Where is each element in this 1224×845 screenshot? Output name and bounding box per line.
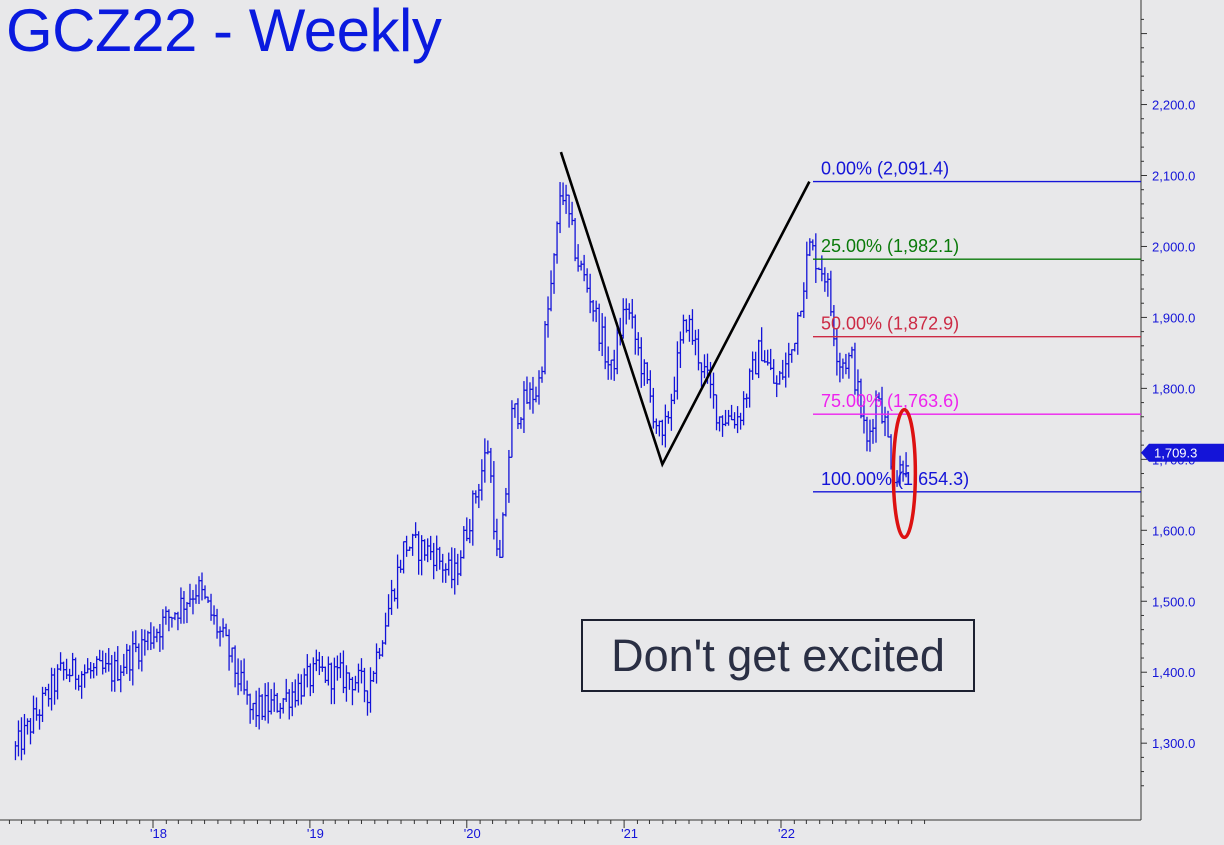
x-tick-label: '22 (778, 826, 795, 841)
last-price-badge (1141, 443, 1224, 462)
y-tick-label: 1,300.0 (1152, 736, 1195, 751)
ohlc-bar (664, 404, 669, 448)
last-price-label: 1,709.3 (1154, 446, 1197, 461)
ohlc-bar (508, 449, 512, 503)
chart-title: GCZ22 - Weekly (6, 0, 442, 64)
ohlc-bars (14, 182, 910, 761)
y-tick-label: 1,400.0 (1152, 665, 1195, 680)
fib-level-label: 50.00% (1,872.9) (821, 314, 959, 334)
ohlc-bar (797, 312, 801, 355)
highlight-ellipse (891, 407, 918, 540)
abc-pattern-line (559, 151, 811, 468)
fib-level-label: 0.00% (2,091.4) (821, 159, 949, 179)
x-tick-label: '19 (307, 826, 324, 841)
y-tick-label: 2,000.0 (1152, 239, 1195, 254)
abc-pattern-lines (559, 151, 811, 468)
ohlc-bar (905, 452, 910, 478)
fib-level-label: 75.00% (1,763.6) (821, 391, 959, 411)
y-tick-label: 1,500.0 (1152, 594, 1195, 609)
ohlc-bar (815, 233, 819, 283)
annotation-box: Don't get excited (581, 619, 975, 692)
x-tick-label: '20 (464, 826, 481, 841)
y-tick-label: 1,600.0 (1152, 523, 1195, 538)
last-price-tag: 1,709.3 (1141, 443, 1224, 462)
y-tick-label: 2,100.0 (1152, 169, 1195, 184)
ohlc-bar (502, 512, 506, 558)
y-tick-label: 1,800.0 (1152, 381, 1195, 396)
ohlc-bar (405, 535, 410, 557)
y-tick-label: 1,900.0 (1152, 310, 1195, 325)
fibonacci-levels: 0.00% (2,091.4) 25.00% (1,982.1) 50.00% (1… (813, 159, 1141, 493)
axes: 1,300.01,400.01,500.01,600.01,700.01,800… (0, 0, 1195, 841)
fib-level-label: 25.00% (1,982.1) (821, 236, 959, 256)
x-tick-label: '18 (150, 826, 167, 841)
x-tick-label: '21 (621, 826, 638, 841)
annotation-text: Don't get excited (611, 629, 945, 681)
annotations: 1,709.3 (891, 407, 1224, 540)
y-tick-label: 2,200.0 (1152, 98, 1195, 113)
